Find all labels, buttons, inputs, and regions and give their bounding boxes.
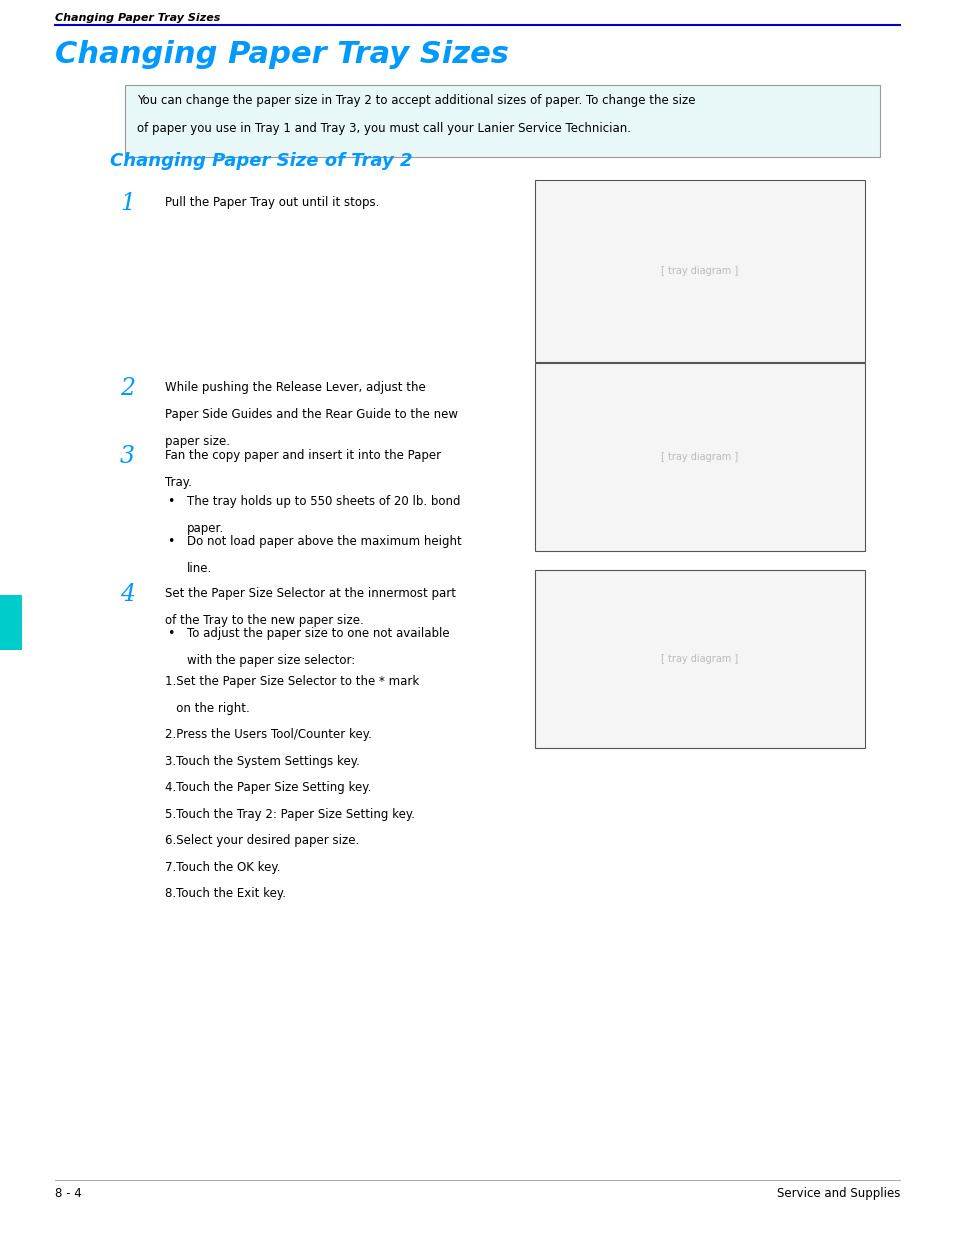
- Text: on the right.: on the right.: [165, 701, 250, 715]
- Text: To adjust the paper size to one not available: To adjust the paper size to one not avai…: [187, 627, 449, 640]
- Text: 4: 4: [120, 583, 135, 606]
- Text: line.: line.: [187, 562, 212, 576]
- Text: 4.Touch the Paper Size Setting key.: 4.Touch the Paper Size Setting key.: [165, 782, 371, 794]
- Text: •: •: [167, 535, 174, 548]
- Text: paper.: paper.: [187, 522, 224, 535]
- Text: 6.Select your desired paper size.: 6.Select your desired paper size.: [165, 835, 359, 847]
- FancyBboxPatch shape: [125, 85, 879, 157]
- FancyBboxPatch shape: [0, 595, 22, 650]
- Text: You can change the paper size in Tray 2 to accept additional sizes of paper. To : You can change the paper size in Tray 2 …: [137, 94, 695, 107]
- Text: [ tray diagram ]: [ tray diagram ]: [660, 266, 738, 275]
- Text: 3.Touch the System Settings key.: 3.Touch the System Settings key.: [165, 755, 359, 768]
- Text: with the paper size selector:: with the paper size selector:: [187, 655, 355, 667]
- Text: 1: 1: [120, 191, 135, 215]
- Text: Set the Paper Size Selector at the innermost part: Set the Paper Size Selector at the inner…: [165, 587, 456, 600]
- Text: paper size.: paper size.: [165, 435, 230, 448]
- Text: 5.Touch the Tray 2: Paper Size Setting key.: 5.Touch the Tray 2: Paper Size Setting k…: [165, 808, 415, 821]
- Text: 1.Set the Paper Size Selector to the * mark: 1.Set the Paper Size Selector to the * m…: [165, 676, 418, 688]
- Text: The tray holds up to 550 sheets of 20 lb. bond: The tray holds up to 550 sheets of 20 lb…: [187, 495, 460, 508]
- Text: Fan the copy paper and insert it into the Paper: Fan the copy paper and insert it into th…: [165, 450, 440, 462]
- Text: Tray.: Tray.: [165, 475, 192, 489]
- Text: [ tray diagram ]: [ tray diagram ]: [660, 452, 738, 462]
- Text: Pull the Paper Tray out until it stops.: Pull the Paper Tray out until it stops.: [165, 196, 379, 209]
- Text: Do not load paper above the maximum height: Do not load paper above the maximum heig…: [187, 535, 461, 548]
- Text: •: •: [167, 495, 174, 508]
- Text: 2: 2: [120, 377, 135, 400]
- FancyBboxPatch shape: [535, 571, 864, 748]
- Text: Changing Paper Tray Sizes: Changing Paper Tray Sizes: [55, 14, 220, 23]
- Text: of the Tray to the new paper size.: of the Tray to the new paper size.: [165, 614, 363, 627]
- Text: Service and Supplies: Service and Supplies: [776, 1187, 899, 1200]
- Text: Changing Paper Tray Sizes: Changing Paper Tray Sizes: [55, 40, 508, 69]
- Text: Changing Paper Size of Tray 2: Changing Paper Size of Tray 2: [110, 152, 412, 170]
- Text: •: •: [167, 627, 174, 640]
- Text: [ tray diagram ]: [ tray diagram ]: [660, 655, 738, 664]
- Text: 8.Touch the Exit key.: 8.Touch the Exit key.: [165, 888, 286, 900]
- Text: 3: 3: [120, 445, 135, 468]
- Text: Paper Side Guides and the Rear Guide to the new: Paper Side Guides and the Rear Guide to …: [165, 408, 457, 421]
- FancyBboxPatch shape: [535, 363, 864, 551]
- Text: 7.Touch the OK key.: 7.Touch the OK key.: [165, 861, 280, 874]
- FancyBboxPatch shape: [535, 180, 864, 362]
- Text: While pushing the Release Lever, adjust the: While pushing the Release Lever, adjust …: [165, 382, 425, 394]
- Text: 2.Press the Users Tool/Counter key.: 2.Press the Users Tool/Counter key.: [165, 729, 372, 741]
- Text: of paper you use in Tray 1 and Tray 3, you must call your Lanier Service Technic: of paper you use in Tray 1 and Tray 3, y…: [137, 122, 630, 135]
- Text: 8 - 4: 8 - 4: [55, 1187, 82, 1200]
